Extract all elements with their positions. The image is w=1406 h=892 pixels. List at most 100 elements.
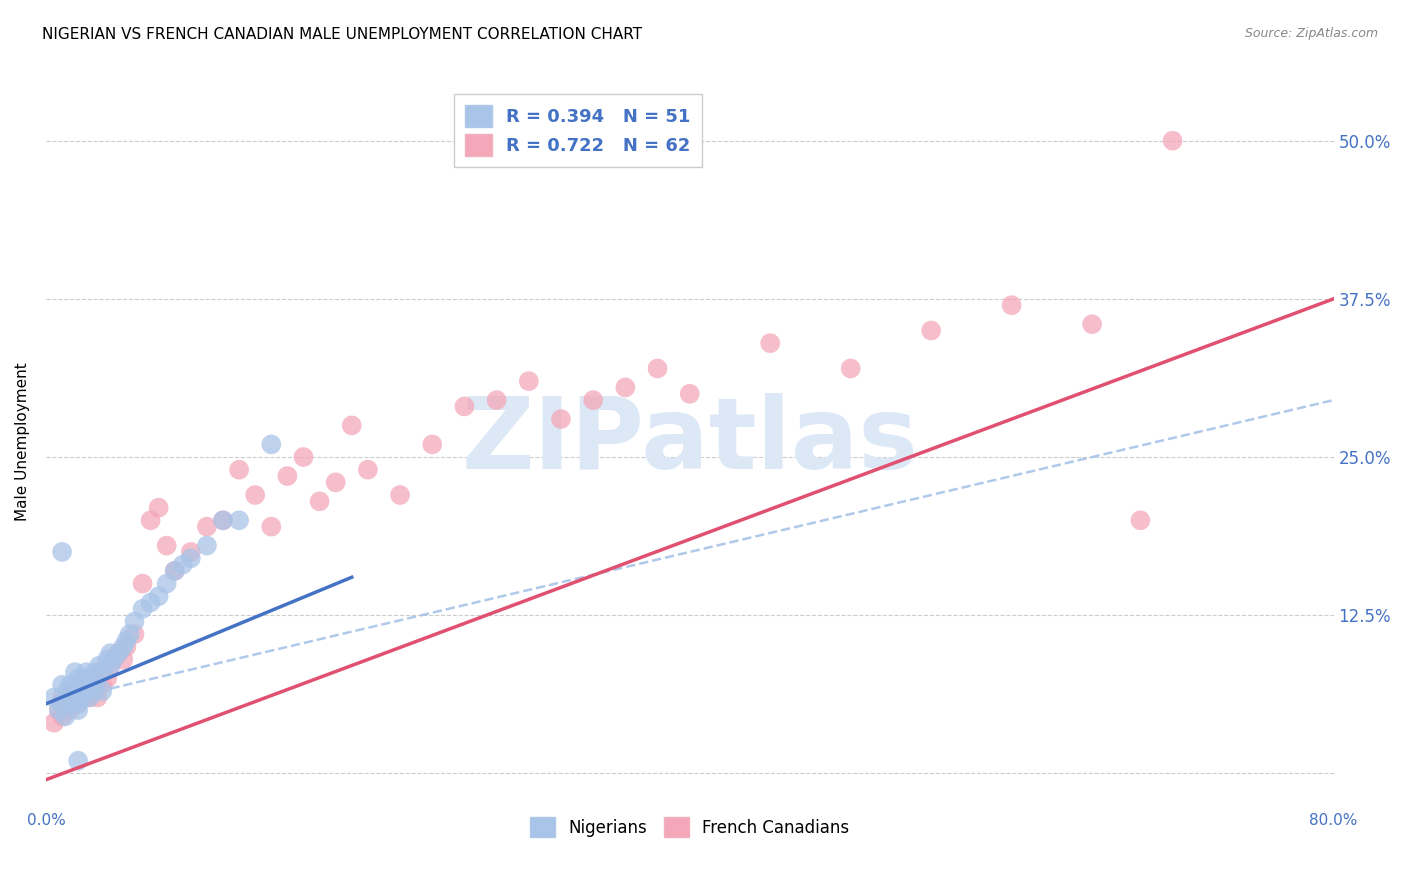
Point [51, 545, 73, 559]
Point [115, 640, 138, 654]
Point [118, 627, 141, 641]
Point [131, 576, 153, 591]
Point [245, 488, 267, 502]
Point [70, 678, 93, 692]
Point [56, 684, 79, 698]
Point [485, 393, 508, 408]
Point [260, 519, 283, 533]
Point [139, 513, 162, 527]
Point [53, 709, 76, 723]
Point [228, 463, 250, 477]
Point [96, 672, 118, 686]
Point [59, 690, 82, 705]
Point [83, 672, 105, 686]
Point [517, 374, 540, 388]
Point [67, 697, 90, 711]
Point [83, 684, 105, 698]
Point [48, 703, 70, 717]
Point [131, 602, 153, 616]
Point [647, 361, 669, 376]
Point [550, 412, 572, 426]
Point [51, 709, 73, 723]
Point [389, 488, 412, 502]
Point [67, 697, 90, 711]
Point [98, 646, 121, 660]
Point [759, 336, 782, 351]
Point [260, 437, 283, 451]
Point [75, 672, 97, 686]
Point [59, 697, 82, 711]
Point [1001, 298, 1024, 312]
Point [107, 646, 129, 660]
Point [51, 697, 73, 711]
Point [59, 684, 82, 698]
Point [103, 652, 125, 666]
Point [180, 551, 202, 566]
Point [91, 678, 114, 692]
Point [228, 513, 250, 527]
Point [420, 437, 443, 451]
Point [86, 672, 108, 686]
Point [98, 658, 121, 673]
Point [124, 615, 146, 629]
Point [325, 475, 347, 490]
Point [42, 715, 65, 730]
Point [80, 678, 103, 692]
Point [70, 690, 93, 705]
Point [582, 393, 605, 408]
Point [1129, 513, 1152, 527]
Point [63, 665, 86, 680]
Point [51, 690, 73, 705]
Point [212, 513, 235, 527]
Point [139, 596, 162, 610]
Point [59, 703, 82, 717]
Point [1161, 134, 1184, 148]
Point [80, 672, 103, 686]
Point [75, 684, 97, 698]
Point [70, 690, 93, 705]
Point [180, 545, 202, 559]
Point [212, 513, 235, 527]
Point [112, 640, 135, 654]
Point [67, 672, 90, 686]
Text: NIGERIAN VS FRENCH CANADIAN MALE UNEMPLOYMENT CORRELATION CHART: NIGERIAN VS FRENCH CANADIAN MALE UNEMPLO… [42, 27, 643, 42]
Point [83, 684, 105, 698]
Point [107, 646, 129, 660]
Point [292, 450, 315, 464]
Point [115, 633, 138, 648]
Point [340, 418, 363, 433]
Point [195, 519, 218, 533]
Point [96, 652, 118, 666]
Point [357, 463, 380, 477]
Point [91, 665, 114, 680]
Point [308, 494, 330, 508]
Point [67, 684, 90, 698]
Point [156, 539, 179, 553]
Point [614, 380, 637, 394]
Point [453, 400, 475, 414]
Point [679, 386, 702, 401]
Point [67, 754, 90, 768]
Point [920, 324, 942, 338]
Point [98, 658, 121, 673]
Legend: Nigerians, French Canadians: Nigerians, French Canadians [523, 810, 856, 844]
Point [79, 690, 101, 705]
Point [148, 500, 170, 515]
Point [172, 558, 194, 572]
Point [148, 589, 170, 603]
Point [67, 703, 90, 717]
Point [67, 678, 90, 692]
Point [48, 703, 70, 717]
Point [86, 690, 108, 705]
Point [195, 539, 218, 553]
Point [91, 684, 114, 698]
Point [163, 564, 186, 578]
Y-axis label: Male Unemployment: Male Unemployment [15, 362, 30, 521]
Point [83, 678, 105, 692]
Point [1081, 317, 1104, 331]
Point [112, 652, 135, 666]
Point [87, 658, 110, 673]
Point [75, 684, 97, 698]
Point [42, 690, 65, 705]
Text: Source: ZipAtlas.com: Source: ZipAtlas.com [1244, 27, 1378, 40]
